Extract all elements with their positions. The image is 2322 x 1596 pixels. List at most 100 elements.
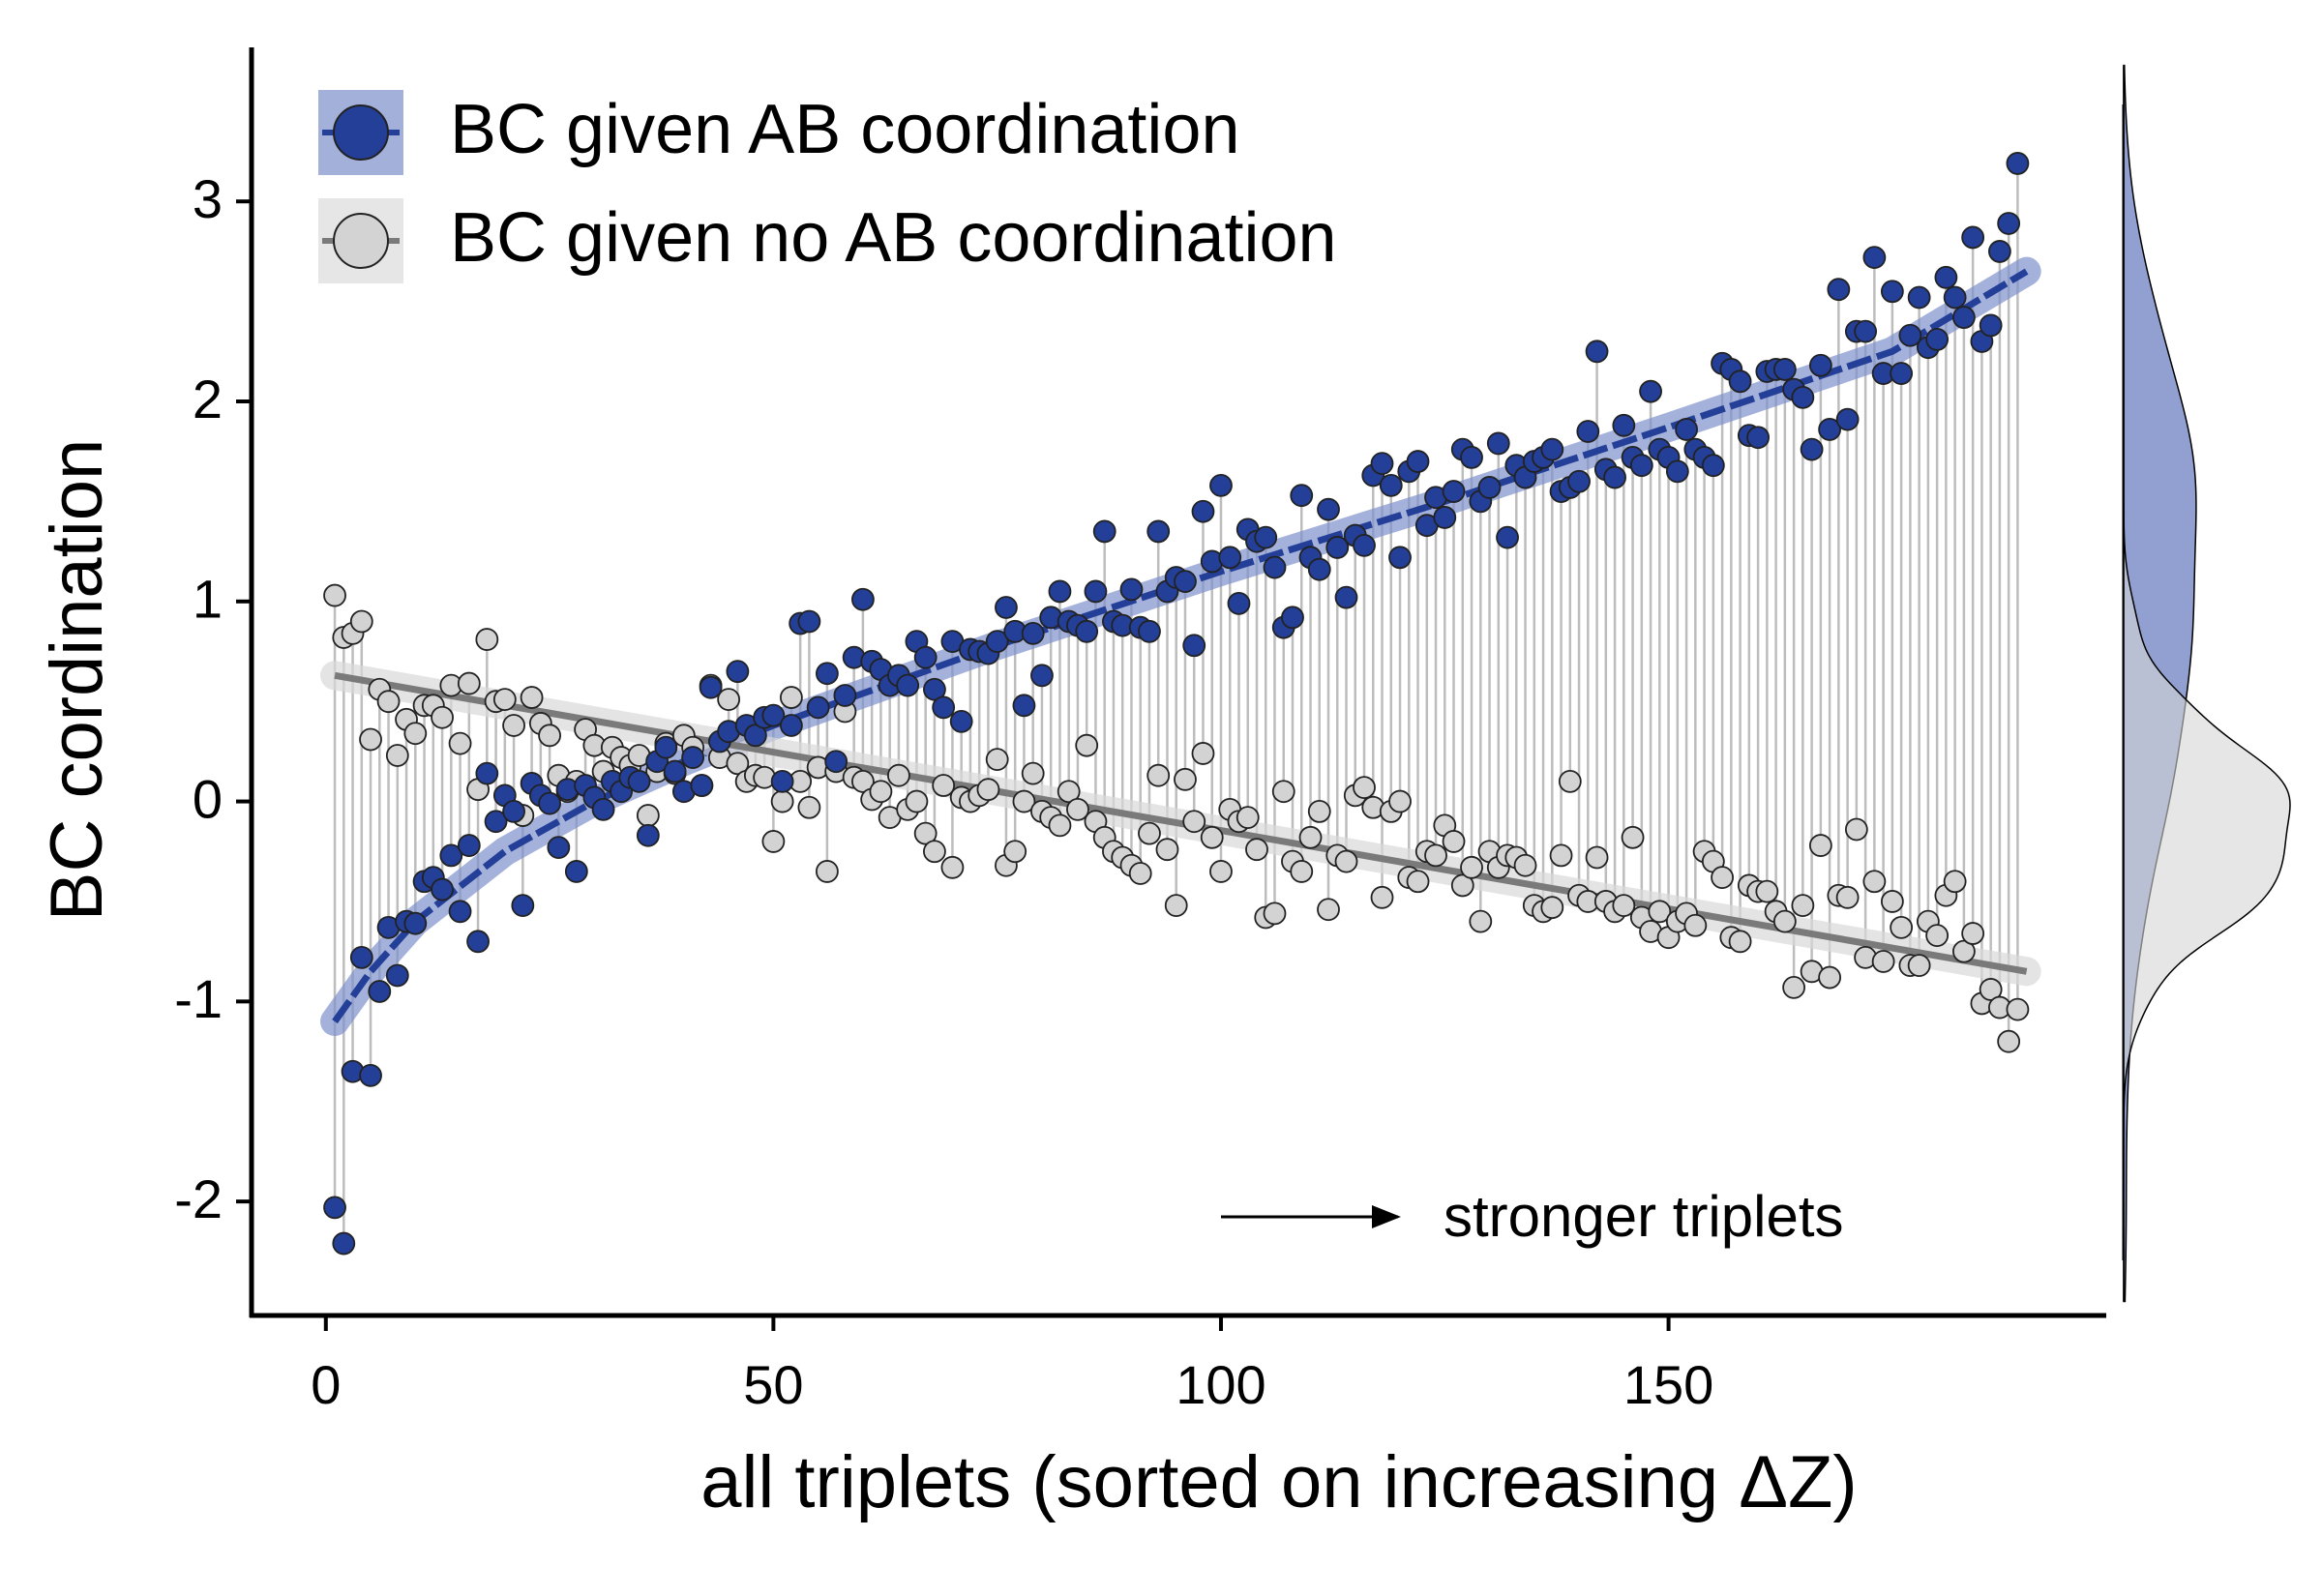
legend-key-marker: [333, 104, 389, 161]
data-layer: [320, 152, 2041, 1256]
y-tick-label: -2: [174, 1168, 223, 1229]
point: [1728, 369, 1752, 394]
point: [1030, 664, 1054, 688]
point: [815, 662, 839, 686]
point: [1818, 965, 1842, 990]
point: [1290, 860, 1314, 883]
point: [806, 695, 830, 720]
legend-key-marker: [333, 213, 389, 269]
point: [457, 671, 481, 695]
point: [1379, 473, 1403, 497]
point: [1979, 978, 2003, 1001]
point: [520, 686, 544, 709]
point: [1943, 870, 1967, 894]
point: [431, 705, 454, 729]
point: [824, 750, 848, 774]
point: [1951, 306, 1976, 330]
point: [439, 843, 463, 868]
point: [1890, 362, 1914, 385]
point: [1880, 890, 1904, 913]
point: [1334, 849, 1358, 873]
point: [484, 810, 508, 834]
point: [1075, 619, 1099, 643]
point: [1164, 894, 1188, 917]
point: [1603, 465, 1626, 489]
point: [1934, 265, 1958, 289]
point: [1057, 780, 1081, 804]
point: [1012, 694, 1036, 718]
point: [2006, 997, 2030, 1021]
point: [1585, 340, 1609, 364]
point: [1048, 813, 1072, 838]
point: [940, 855, 965, 879]
point: [403, 722, 428, 746]
point: [475, 628, 499, 651]
point: [1092, 519, 1116, 544]
point: [1683, 913, 1708, 937]
point: [502, 714, 525, 737]
point: [1460, 446, 1483, 469]
annotation: stronger triplets: [1444, 1184, 1844, 1249]
point: [1648, 900, 1672, 924]
point: [359, 727, 382, 752]
point: [627, 769, 651, 793]
point: [1612, 413, 1636, 437]
point: [1155, 838, 1179, 862]
point: [851, 587, 875, 611]
point: [797, 609, 821, 634]
point: [1486, 431, 1510, 456]
point: [1711, 866, 1734, 890]
point: [431, 877, 454, 901]
point: [690, 774, 714, 797]
point: [368, 980, 392, 1003]
point: [949, 709, 973, 733]
point: [663, 759, 687, 783]
point: [502, 800, 525, 823]
point: [448, 731, 472, 755]
point: [1862, 870, 1887, 894]
y-tick-label: 0: [193, 768, 223, 829]
point: [475, 761, 499, 785]
x-tick-label: 0: [311, 1354, 341, 1415]
x-axis-title: all triplets (sorted on increasing ΔZ): [700, 1441, 1857, 1523]
point: [887, 763, 910, 787]
point: [1701, 454, 1725, 478]
point: [1772, 358, 1797, 381]
point: [1066, 797, 1089, 821]
point: [1844, 817, 1868, 842]
point: [1353, 776, 1376, 799]
point: [761, 703, 786, 727]
point: [448, 900, 472, 924]
point: [770, 789, 794, 813]
point: [1290, 484, 1314, 508]
point: [743, 724, 767, 748]
point: [1629, 454, 1653, 478]
point: [1469, 909, 1493, 933]
point: [1317, 497, 1340, 521]
point: [1862, 246, 1887, 270]
point: [511, 894, 535, 917]
point: [1388, 546, 1412, 570]
point: [1209, 860, 1233, 883]
point: [761, 830, 786, 853]
point: [1827, 278, 1851, 302]
point: [1012, 789, 1036, 813]
legend: BC given AB coordination BC given no AB c…: [318, 90, 1337, 283]
point: [923, 840, 946, 864]
point: [1791, 894, 1815, 917]
y-tick-label: 3: [193, 168, 223, 229]
point: [1880, 280, 1904, 304]
point: [976, 778, 1000, 802]
point: [591, 797, 615, 821]
point: [985, 748, 1009, 772]
point: [1218, 546, 1242, 570]
point: [1818, 418, 1842, 441]
point: [1898, 323, 1922, 347]
point: [1191, 742, 1215, 765]
point: [1665, 459, 1689, 484]
point: [1675, 418, 1698, 441]
point: [1549, 843, 1573, 868]
y-axis-title: BC cordination: [36, 439, 118, 922]
density: [2123, 65, 2291, 1302]
point: [1263, 555, 1287, 579]
